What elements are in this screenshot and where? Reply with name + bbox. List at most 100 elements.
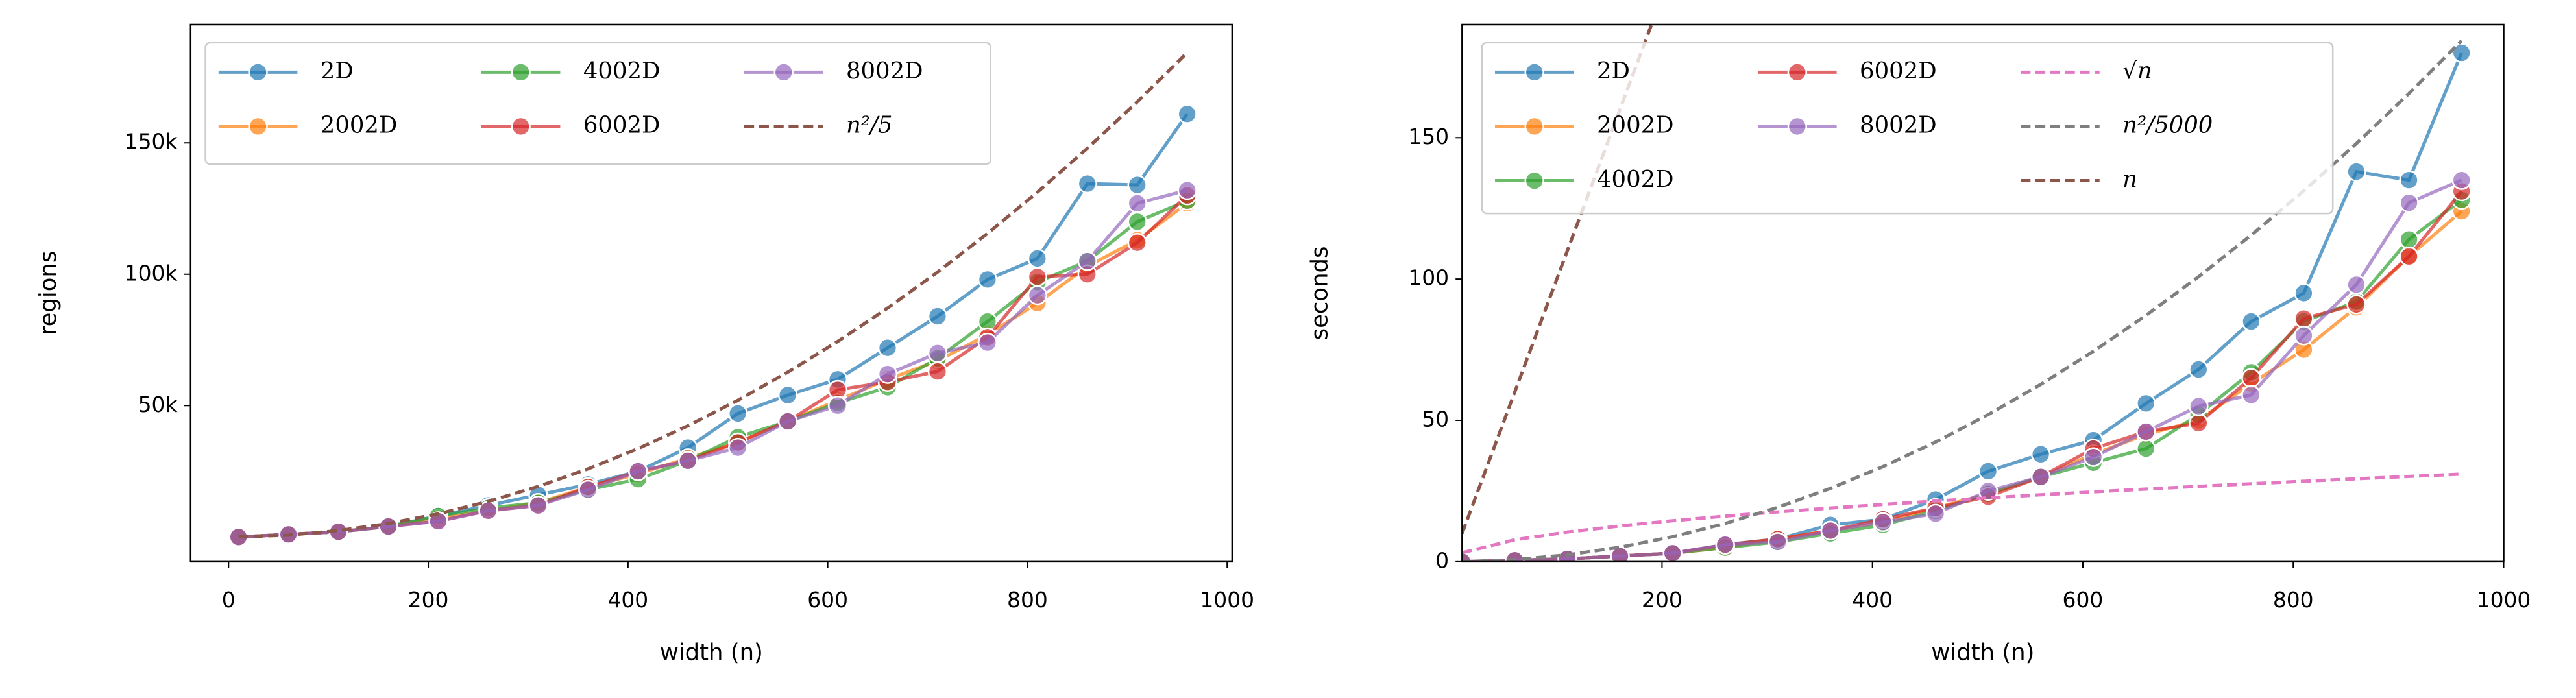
data-point	[877, 364, 898, 384]
data-point	[2294, 326, 2314, 346]
x-tick-label: 1000	[1200, 587, 1254, 612]
legend-label: 2002D	[1597, 112, 1674, 138]
data-point	[2241, 311, 2261, 331]
data-point	[2136, 393, 2156, 414]
legend: 2D 2002D 4002D 6002D 8002D √n n²/5000 n	[1481, 42, 2334, 215]
series-line	[238, 188, 1188, 539]
y-tick-label: 0	[1435, 548, 1449, 573]
x-tick-label: 800	[1007, 587, 1048, 612]
data-point	[977, 332, 998, 353]
data-point	[1127, 193, 1147, 213]
data-point	[927, 306, 948, 326]
data-point	[578, 479, 598, 500]
series-line	[238, 113, 1189, 539]
data-point	[1027, 248, 1048, 269]
legend-marker	[1524, 116, 1544, 137]
legend-marker	[1524, 171, 1544, 191]
legend-label: n	[2122, 166, 2137, 193]
legend-label: √n	[2122, 58, 2152, 84]
data-point	[977, 269, 998, 290]
data-point	[2030, 466, 2051, 487]
x-tick-label: 200	[408, 587, 449, 612]
data-point	[2189, 359, 2209, 379]
x-tick-label: 400	[1852, 587, 1893, 612]
y-tick-label: 100k	[125, 260, 178, 285]
legend-label: 2D	[321, 58, 354, 84]
legend-marker	[248, 116, 268, 137]
data-point	[927, 343, 948, 363]
legend-marker	[511, 116, 531, 137]
legend-box	[1481, 42, 2334, 215]
data-point	[2136, 439, 2156, 459]
data-point	[2451, 170, 2472, 190]
subplot: 0 200 400 600 800 1000 50k 100k 150k width (n) reg…	[35, 23, 1254, 666]
data-point	[1610, 546, 1630, 562]
x-tick-label: 400	[607, 587, 648, 612]
data-point	[1662, 543, 1683, 562]
data-point	[1768, 532, 1788, 552]
data-point	[1027, 285, 1048, 306]
legend-marker	[248, 62, 268, 82]
legend-label: n²/5000	[2122, 112, 2213, 138]
legend-marker	[773, 62, 794, 82]
data-point	[1077, 251, 1097, 271]
axes-frame	[189, 23, 1233, 563]
data-point	[1462, 551, 1472, 562]
subplot: 200 400 600 800 1000 0 50 100 150 width (n) second…	[1307, 23, 2531, 666]
legend-label: 8002D	[1860, 112, 1937, 138]
data-point	[628, 461, 648, 481]
y-axis-label: seconds	[1307, 246, 1333, 340]
legend-marker	[1787, 116, 1808, 137]
data-point	[2241, 368, 2261, 388]
y-tick-label: 100	[1408, 265, 1449, 291]
data-point	[1127, 174, 1147, 195]
data-point	[927, 361, 948, 381]
data-point	[777, 411, 798, 431]
legend-marker	[511, 62, 531, 82]
data-point	[2294, 283, 2314, 304]
series-line	[238, 51, 1189, 539]
series-line	[1462, 190, 2463, 562]
legend-label: 6002D	[583, 112, 661, 138]
data-point	[1077, 173, 1097, 194]
x-tick-label: 800	[2273, 587, 2314, 612]
data-point	[1177, 104, 1197, 124]
data-point	[2399, 247, 2419, 267]
data-point	[1127, 211, 1147, 232]
data-point	[2346, 295, 2366, 315]
data-point	[2189, 413, 2209, 433]
series-line	[1462, 472, 2462, 555]
series-line	[1462, 210, 2463, 562]
data-point	[2030, 444, 2051, 464]
legend-label: 6002D	[1860, 58, 1937, 84]
y-tick-label: 50	[1422, 406, 1449, 431]
data-point	[2451, 43, 2472, 63]
legend: 2D 2002D 4002D 6002D 8002D n²/5	[204, 42, 992, 165]
data-point	[727, 437, 748, 458]
data-point	[1978, 481, 1999, 501]
data-point	[1127, 232, 1147, 253]
data-point	[1027, 267, 1048, 287]
legend-label: 2002D	[321, 112, 398, 138]
plot-area	[1462, 24, 2472, 562]
plot-area	[228, 51, 1197, 547]
data-point	[2189, 396, 2209, 416]
series-line	[1462, 39, 2463, 562]
legend-marker	[1787, 62, 1808, 82]
data-point	[2399, 229, 2419, 250]
data-point	[2294, 308, 2314, 329]
data-point	[1925, 503, 1946, 524]
data-point	[528, 495, 548, 516]
data-point	[877, 337, 898, 358]
y-tick-label: 150	[1408, 124, 1449, 149]
data-point	[1177, 180, 1197, 200]
x-axis-label: width (n)	[1931, 640, 2034, 666]
data-point	[2346, 162, 2366, 182]
data-point	[1820, 520, 1841, 541]
data-point	[378, 516, 398, 536]
legend-label: 4002D	[1597, 166, 1674, 193]
x-tick-label: 1000	[2477, 587, 2531, 612]
data-point	[1715, 535, 1735, 555]
data-point	[2346, 274, 2366, 295]
